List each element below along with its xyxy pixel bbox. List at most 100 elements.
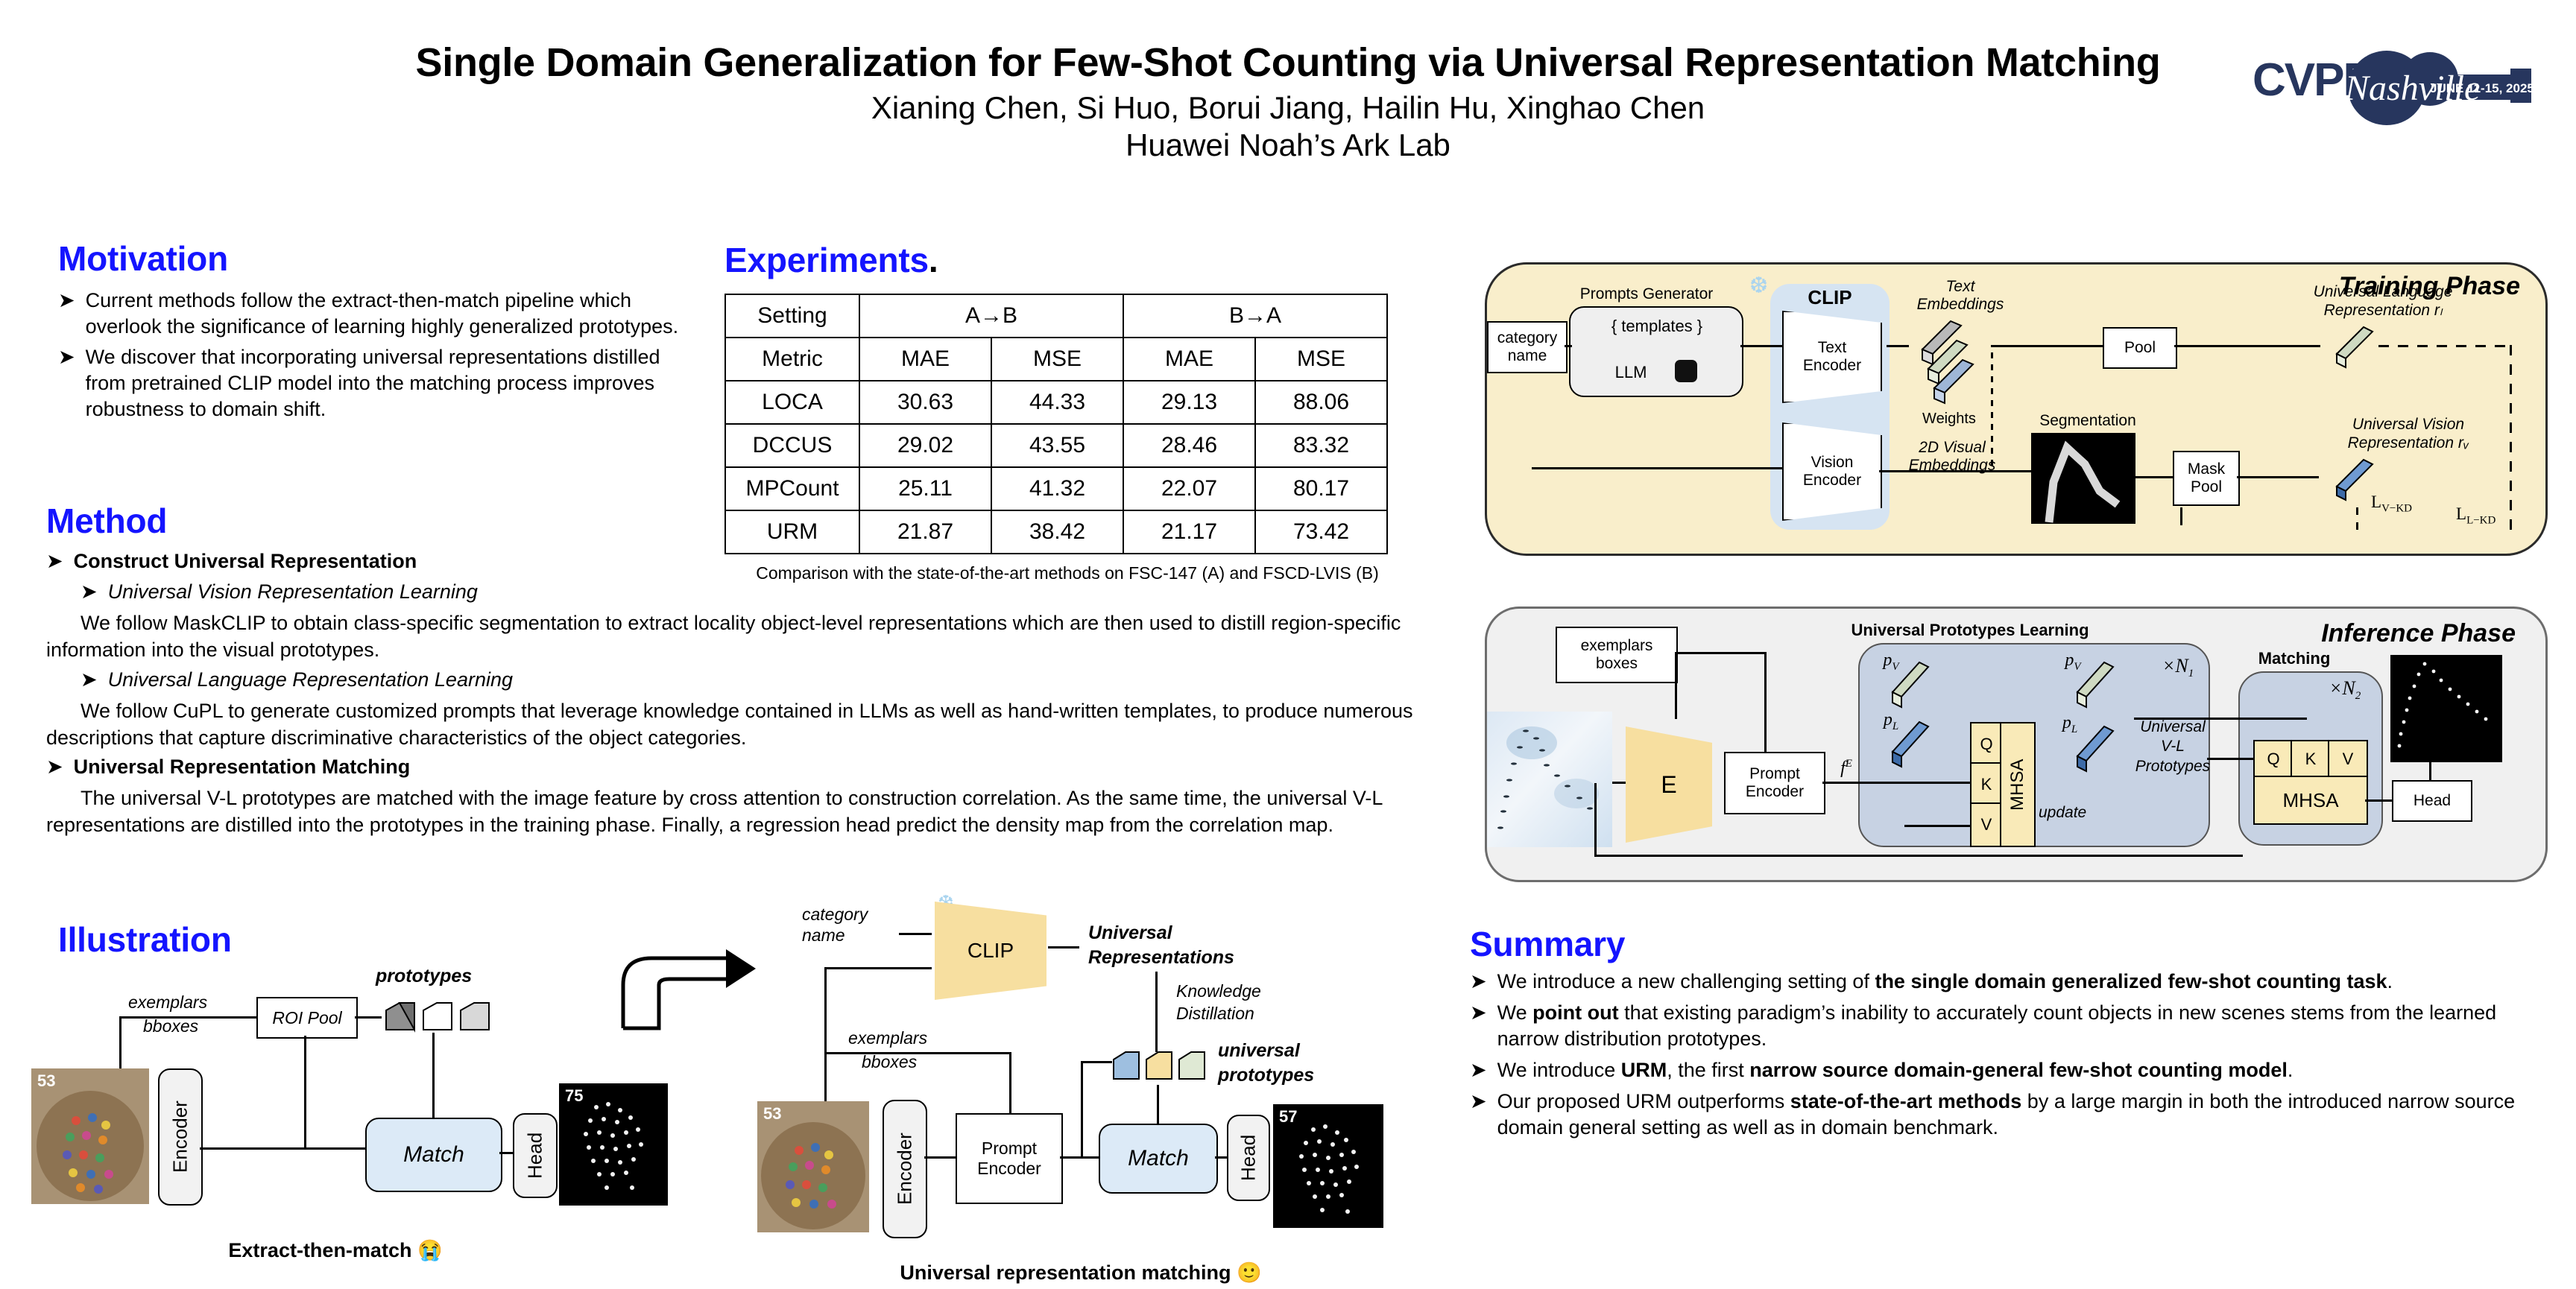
- summary-bullet-text: We point out that existing paradigm’s in…: [1497, 1000, 2528, 1053]
- density-output-left: 75: [559, 1083, 668, 1206]
- qkv-V-box-1: V: [1970, 802, 2003, 847]
- summary-heading: Summary: [1470, 925, 1626, 963]
- bullet-marker-icon: ➤: [58, 289, 75, 311]
- summary-text-post: that existing paradigm’s inability to ac…: [1497, 1001, 2497, 1051]
- openai-icon: [1675, 360, 1697, 382]
- bullet-marker-icon: ➤: [80, 580, 98, 604]
- bullet-marker-icon: ➤: [58, 346, 75, 369]
- section-motivation: Motivation ➤ Current methods follow the …: [58, 238, 684, 427]
- table-metric-row: Metric MAE MSE MAE MSE: [724, 337, 1388, 381]
- inference-phase-title: Inference Phase: [2321, 619, 2516, 647]
- table-cell-value: 44.33: [991, 380, 1124, 425]
- table-row: MPCount 25.11 41.32 22.07 80.17: [724, 466, 1388, 511]
- input-bottlecaps-photo-right: 53: [757, 1101, 869, 1232]
- summary-text-bold: point out: [1532, 1001, 1619, 1024]
- density-output-right: 57: [1273, 1104, 1383, 1228]
- training-phase-panel: Training Phase Prompts Generator { templ…: [1485, 262, 2548, 556]
- loss-l-kd-subscript: L−KD: [2466, 514, 2496, 527]
- loss-v-kd-label: LV−KD: [2371, 493, 2460, 516]
- universal-prototypes-learning-label: Universal Prototypes Learning: [1851, 621, 2089, 639]
- visual-embeddings-label: 2D Visual Embeddings: [1908, 439, 1996, 475]
- table-header-setting: Setting: [724, 294, 860, 338]
- repeat-n2-symbol: ×N: [2329, 677, 2355, 699]
- pv-symbol: p: [2065, 650, 2074, 670]
- summary-text-post: .: [2287, 1058, 2294, 1081]
- language-rep-prism: [2335, 326, 2374, 369]
- prompts-generator-label: Prompts Generator: [1579, 285, 1714, 303]
- summary-bullet-text: Our proposed URM outperforms state-of-th…: [1497, 1089, 2528, 1141]
- summary-text-post: by a large margin in both the introduced…: [1497, 1089, 2516, 1139]
- encoder-E-box: E: [1626, 726, 1712, 843]
- output-count-badge-left: 75: [565, 1086, 584, 1105]
- summary-text-bold: state-of-the-art methods: [1790, 1089, 2022, 1112]
- training-phase-title: Training Phase: [2338, 272, 2520, 300]
- exemplars-label-left: exemplars: [128, 992, 208, 1012]
- output-count-badge-right: 57: [1279, 1107, 1298, 1126]
- table-cell-value: 41.32: [991, 466, 1124, 511]
- table-cell-value: 80.17: [1254, 466, 1388, 511]
- table-group-header-ab: A→B: [859, 294, 1124, 338]
- method-bullet-l1: ➤ Universal Representation Matching: [46, 754, 1448, 780]
- repeat-N1-label: ×N1: [2144, 655, 2212, 680]
- cvpr-dates: JUNE 11-15, 2025: [2430, 81, 2534, 95]
- repeat-n2-subscript: 2: [2355, 690, 2361, 703]
- motivation-bullet-text: We discover that incorporating universal…: [85, 346, 660, 421]
- text-embedding-prisms: [1921, 320, 1974, 405]
- universal-vision-rep-label: Universal Vision Representation rᵥ: [2347, 416, 2469, 452]
- matching-label: Matching: [2258, 649, 2331, 668]
- summary-text-mid: , the first: [1667, 1058, 1750, 1081]
- pl-prism-1: [1891, 720, 1930, 768]
- table-col-header: MAE: [859, 337, 992, 381]
- input-birds-photo: [1487, 712, 1612, 847]
- experiments-heading: Experiments.: [724, 240, 1433, 280]
- summary-bullet-text: We introduce URM, the first narrow sourc…: [1497, 1057, 2294, 1084]
- qkv-Q-box-2: Q: [2253, 740, 2294, 779]
- bullet-marker-icon: ➤: [1470, 1058, 1487, 1081]
- experiments-heading-suffix: .: [928, 241, 938, 279]
- page-title: Single Domain Generalization for Few-Sho…: [415, 40, 2161, 85]
- vision-rep-prism: [2335, 458, 2374, 501]
- pV-label-1: pV: [1869, 650, 1913, 674]
- summary-bullet: ➤ We introduce URM, the first narrow sou…: [1470, 1057, 2528, 1084]
- qkv-K-box-2: K: [2291, 740, 2331, 779]
- table-cell-value: 88.06: [1254, 380, 1388, 425]
- pL-label-2: pL: [2048, 713, 2092, 736]
- bullet-marker-icon: ➤: [46, 550, 63, 572]
- universal-representations-label: Universal Representations: [1088, 922, 1234, 968]
- table-col-header: MSE: [991, 337, 1124, 381]
- prompt-encoder-box: Prompt Encoder: [1724, 752, 1825, 814]
- prompt-encoder-box-right: Prompt Encoder: [956, 1113, 1063, 1204]
- table-header-row: Setting A→B B→A: [724, 294, 1388, 338]
- summary-text-bold: the single domain generalized few-shot c…: [1875, 970, 2387, 992]
- loss-v-kd-symbol: L: [2371, 493, 2382, 511]
- llm-label: LLM: [1614, 363, 1647, 381]
- table-cell-method: DCCUS: [724, 423, 860, 468]
- knowledge-distillation-label: Knowledge Distillation: [1176, 981, 1261, 1023]
- table-cell-value: 43.55: [991, 423, 1124, 468]
- encoder-box-left: Encoder: [158, 1068, 203, 1206]
- universal-vl-prototypes-label: Universal V-L Prototypes: [2135, 718, 2211, 775]
- bullet-marker-icon: ➤: [46, 755, 63, 778]
- caption-universal-representation-matching: Universal representation matching 🙂: [900, 1261, 1262, 1284]
- bullet-marker-icon: ➤: [1470, 1089, 1487, 1112]
- category-name-box: category name: [1487, 321, 1568, 373]
- table-cell-method: URM: [724, 510, 860, 554]
- illustration-right-diagram: category name ❆ CLIP Universal Represent…: [753, 893, 1439, 1288]
- svg-text:Nashville: Nashville: [2344, 69, 2480, 108]
- table-cell-value: 21.87: [859, 510, 992, 554]
- method-item-text: Universal Vision Representation Learning: [107, 580, 478, 604]
- weights-label: Weights: [1922, 411, 1976, 427]
- method-paragraph: We follow MaskCLIP to obtain class-speci…: [46, 612, 1401, 662]
- pV-label-2: pV: [2051, 650, 2095, 674]
- method-item-text: Universal Language Representation Learni…: [107, 668, 513, 691]
- table-cell-value: 38.42: [991, 510, 1124, 554]
- table-cell-method: MPCount: [724, 466, 860, 511]
- method-paragraph: We follow CuPL to generate customized pr…: [46, 699, 1413, 749]
- segmentation-mask-image: [2031, 433, 2135, 524]
- motivation-bullet: ➤ Current methods follow the extract-the…: [58, 288, 684, 340]
- prototype-cubes-left: [385, 1002, 490, 1033]
- summary-bullet-text: We introduce a new challenging setting o…: [1497, 969, 2393, 995]
- motivation-bullet-text: Current methods follow the extract-then-…: [85, 289, 679, 338]
- section-method: Method ➤ Construct Universal Representat…: [46, 501, 1448, 838]
